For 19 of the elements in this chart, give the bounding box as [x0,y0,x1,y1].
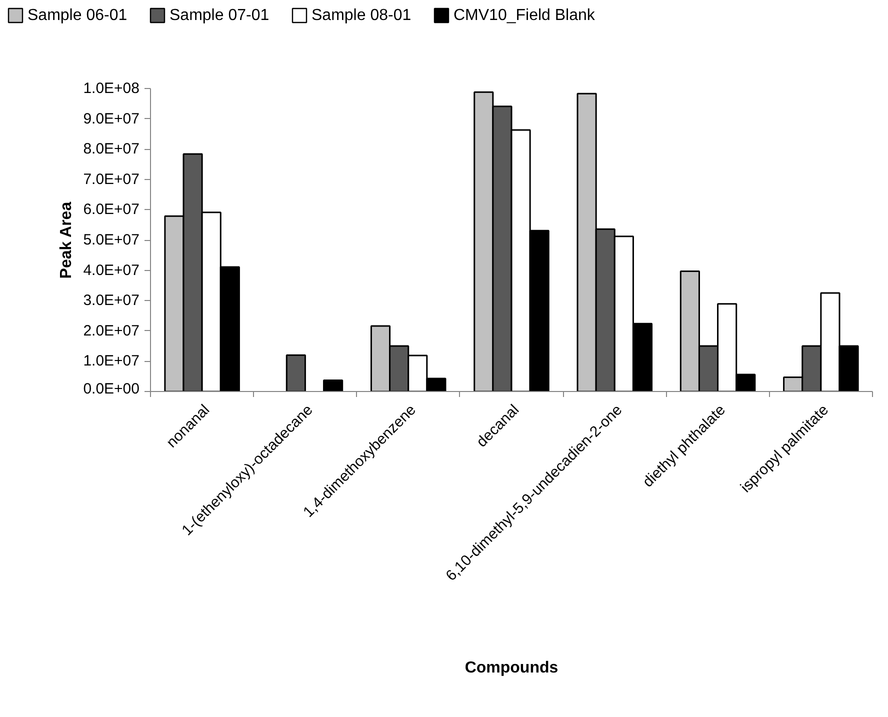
y-tick-label: 7.0E+07 [83,170,140,188]
y-tick-label: 2.0E+07 [83,322,140,340]
y-tick-label: 1.0E+08 [83,80,140,97]
y-tick-label: 6.0E+07 [83,201,140,218]
y-tick-label: 5.0E+07 [83,232,140,248]
bar [323,380,344,392]
x-axis-title: Compounds [464,660,558,676]
bar [286,354,306,392]
y-axis-title: Peak Area [58,202,76,279]
y-tick-label: 1.0E+07 [83,352,140,370]
y-tick-label: 3.0E+07 [83,292,140,310]
y-tick-label: 0.0E+00 [83,380,140,398]
legend-label: Sample 07-01 [170,7,270,24]
y-tick-label: 8.0E+07 [83,140,140,158]
y-tick-label: 9.0E+07 [83,110,140,128]
legend-label: Sample 08-01 [312,7,412,24]
legend-label: Sample 06-01 [28,7,128,24]
y-tick-label: 4.0E+07 [83,262,140,279]
legend-label: CMV10_Field Blank [454,7,596,24]
